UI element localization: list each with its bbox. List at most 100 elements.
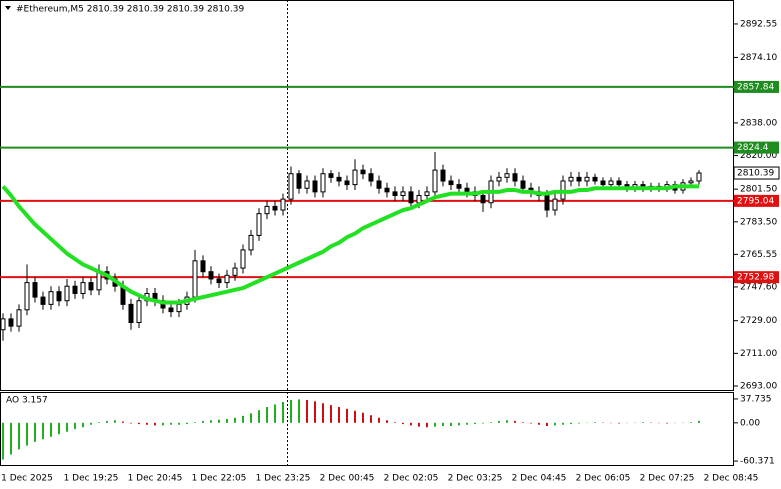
candle-body — [48, 291, 54, 305]
price-label: 2810.39 — [737, 169, 774, 179]
level-label: 2795.04 — [737, 196, 774, 206]
y-tick-label: 2729.00 — [740, 316, 777, 326]
candle-body — [24, 282, 30, 311]
x-tick-label: 2 Dec 02:05 — [384, 474, 439, 484]
price-label-box — [733, 166, 780, 180]
candle-body — [616, 180, 622, 186]
candle-body — [512, 173, 518, 182]
candle-body — [576, 176, 582, 182]
candle-body — [8, 318, 14, 327]
candle-body — [600, 180, 606, 186]
x-tick-label: 1 Dec 2025 — [1, 474, 53, 484]
x-tick-label: 2 Dec 04:45 — [512, 474, 567, 484]
candle-body — [64, 285, 70, 302]
candle-body — [32, 282, 38, 298]
candle-body — [432, 169, 438, 193]
candle-body — [688, 180, 694, 184]
candle-body — [312, 180, 318, 193]
candle-body — [584, 176, 590, 182]
x-tick-label: 1 Dec 20:45 — [128, 474, 183, 484]
candle-body — [240, 249, 246, 269]
candle-body — [264, 205, 270, 215]
candle-body — [192, 260, 198, 298]
candle-body — [56, 291, 62, 302]
x-tick-label: 1 Dec 23:25 — [256, 474, 311, 484]
level-label: 2752.98 — [737, 273, 774, 283]
candle-body — [296, 173, 302, 189]
y-tick-label: 2783.50 — [740, 217, 777, 227]
candle-body — [272, 205, 278, 211]
candle-body — [608, 180, 614, 186]
x-tick-label: 2 Dec 00:45 — [320, 474, 375, 484]
candle-body — [520, 180, 526, 189]
candle-body — [360, 169, 366, 175]
candle-body — [328, 173, 334, 178]
candle-body — [288, 173, 294, 200]
candle-body — [592, 176, 598, 182]
candle-body — [208, 271, 214, 280]
y-tick-label: 2765.55 — [740, 250, 777, 260]
y-tick-label: 37.735 — [740, 394, 772, 404]
candle-body — [256, 213, 262, 236]
candle-body — [40, 296, 46, 305]
candle-body — [544, 195, 550, 211]
menu-arrow[interactable] — [5, 6, 11, 10]
candle-body — [216, 278, 222, 284]
candle-body — [344, 180, 350, 186]
candle-body — [696, 172, 702, 182]
candle-body — [336, 176, 342, 182]
y-tick-label: 2838.00 — [740, 118, 777, 128]
candle-body — [496, 176, 502, 182]
candle-body — [504, 173, 510, 178]
x-tick-label: 1 Dec 22:05 — [192, 474, 247, 484]
candle-body — [224, 274, 230, 284]
moving-average-line — [1, 184, 699, 305]
candle-body — [248, 234, 254, 251]
level-label: 2857.84 — [737, 82, 774, 92]
y-tick-label: 2892.55 — [740, 19, 777, 29]
candle-body — [168, 307, 174, 313]
y-tick-label: 2747.60 — [740, 282, 777, 292]
candle-body — [320, 173, 326, 193]
main-panel — [0, 0, 734, 391]
candle-body — [88, 282, 94, 291]
candle-body — [128, 303, 134, 324]
x-tick-label: 2 Dec 08:45 — [704, 474, 759, 484]
candle-body — [376, 180, 382, 189]
ao-panel — [0, 392, 734, 466]
level-label-box — [734, 194, 779, 207]
candle-body — [408, 191, 414, 204]
candle-body — [368, 173, 374, 182]
candle-body — [16, 309, 22, 327]
candle-body — [424, 191, 430, 196]
candle-body — [464, 187, 470, 193]
candle-body — [392, 191, 398, 196]
candle-body — [416, 195, 422, 204]
candle-body — [200, 260, 206, 273]
y-tick-label: 2874.10 — [740, 53, 777, 63]
candle-body — [384, 187, 390, 193]
level-label-box — [734, 271, 779, 284]
candle-body — [232, 267, 238, 276]
candle-body — [72, 285, 78, 294]
y-tick-label: 2820.00 — [740, 151, 777, 161]
candle-body — [280, 198, 286, 211]
candle-body — [552, 198, 558, 211]
y-tick-label: 2693.00 — [740, 382, 777, 392]
ao-title: AO 3.157 — [6, 396, 48, 406]
candle-body — [0, 318, 6, 331]
candle-body — [440, 169, 446, 182]
y-tick-label: 2801.50 — [740, 185, 777, 195]
candle-body — [304, 180, 310, 189]
y-tick-label: 2711.00 — [740, 349, 777, 359]
candle-body — [136, 300, 142, 324]
chart-title: #Ethereum,M5 2810.39 2810.39 2810.39 281… — [16, 5, 244, 15]
candle-body — [448, 180, 454, 186]
x-tick-label: 2 Dec 07:25 — [640, 474, 695, 484]
y-tick-label: -60.371 — [740, 457, 775, 467]
candle-body — [176, 303, 182, 313]
candle-body — [568, 176, 574, 182]
x-tick-label: 1 Dec 19:25 — [64, 474, 119, 484]
